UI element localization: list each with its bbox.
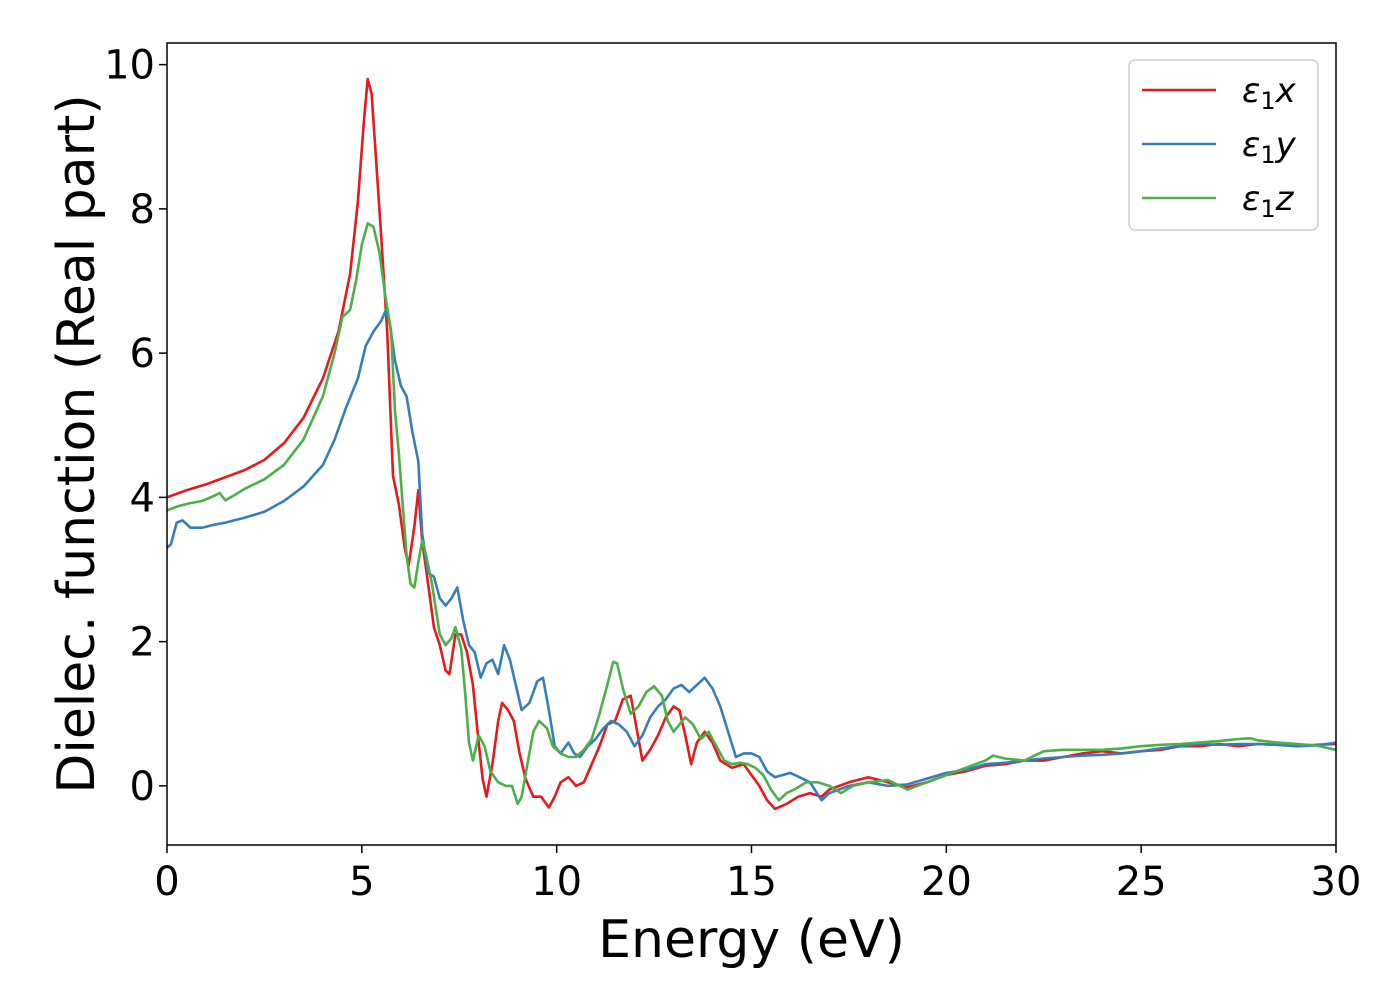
series-line-y — [167, 308, 1336, 802]
x-tick-label: 20 — [921, 859, 972, 905]
legend-label-y: ε1y — [1242, 125, 1297, 169]
x-tick-label: 0 — [154, 859, 179, 905]
legend-label-z: ε1z — [1242, 179, 1295, 223]
legend: ε1x ε1y ε1z — [1128, 59, 1319, 231]
legend-box — [1128, 59, 1319, 231]
y-axis-label: Dielec. function (Real part) — [47, 94, 107, 793]
series-line-z — [167, 222, 1336, 806]
y-tick-label: 2 — [130, 620, 155, 666]
x-tick-label: 30 — [1311, 859, 1362, 905]
series-line-x — [167, 77, 1336, 811]
x-tick-label: 5 — [349, 859, 374, 905]
x-tick-label: 25 — [1116, 859, 1167, 905]
x-axis-label: Energy (eV) — [598, 910, 905, 970]
y-axis: 0 2 4 6 8 10 — [104, 43, 167, 810]
y-tick-label: 6 — [130, 331, 155, 377]
y-tick-label: 8 — [130, 187, 155, 233]
legend-label-x: ε1x — [1242, 71, 1297, 115]
series-layer — [167, 77, 1336, 811]
y-tick-label: 0 — [130, 764, 155, 810]
x-tick-label: 10 — [531, 859, 582, 905]
x-tick-label: 15 — [726, 859, 777, 905]
y-tick-label: 10 — [104, 43, 155, 89]
y-tick-label: 4 — [130, 475, 155, 521]
x-axis: 0 5 10 15 20 25 30 — [154, 845, 1361, 905]
